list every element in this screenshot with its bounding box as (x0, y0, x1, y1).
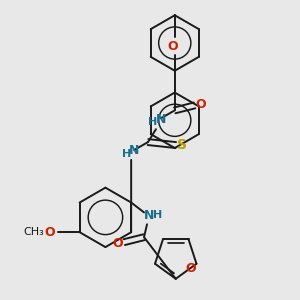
Text: CH₃: CH₃ (24, 227, 44, 237)
Text: N: N (129, 145, 139, 158)
Text: H: H (148, 117, 158, 127)
Text: H: H (122, 149, 131, 159)
Text: O: O (167, 40, 178, 53)
Text: O: O (45, 226, 55, 239)
Text: N: N (156, 113, 166, 126)
Text: O: O (195, 98, 206, 111)
Text: O: O (186, 262, 196, 275)
Text: N: N (144, 209, 154, 222)
Text: S: S (177, 138, 187, 152)
Text: O: O (112, 237, 123, 250)
Text: H: H (153, 210, 163, 220)
